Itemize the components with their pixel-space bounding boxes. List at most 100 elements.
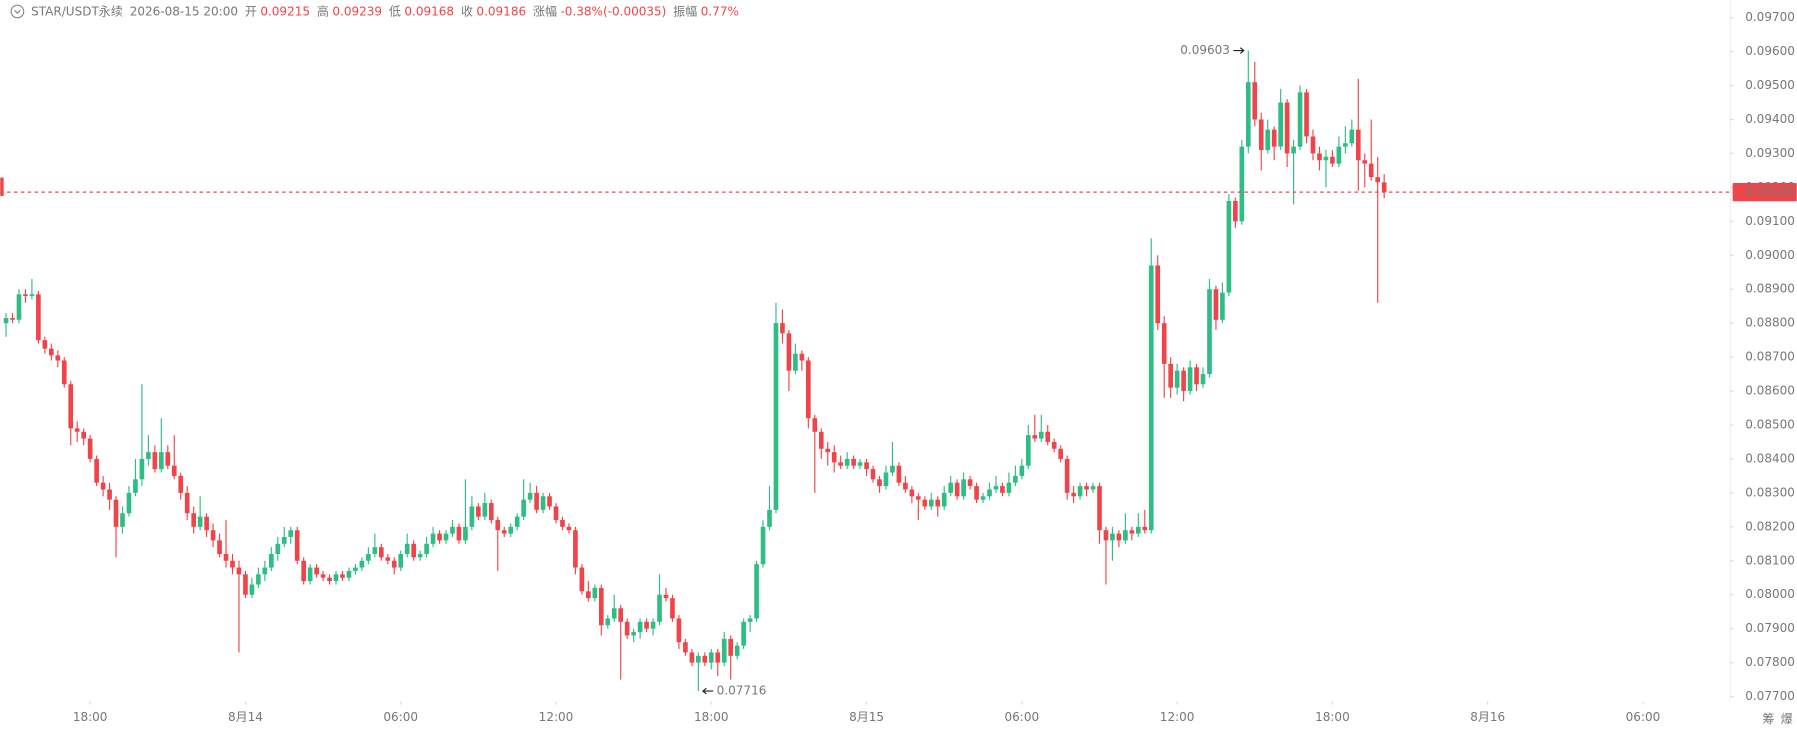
candle-body bbox=[495, 520, 501, 531]
x-tick-label: 8月15 bbox=[849, 710, 884, 724]
candle-body bbox=[1116, 533, 1122, 541]
candle-body bbox=[734, 645, 740, 656]
candle-body bbox=[314, 567, 319, 575]
field-value: -0.38%(-0.00035) bbox=[560, 4, 666, 18]
last-price-box bbox=[1732, 182, 1797, 202]
candle-body bbox=[864, 462, 869, 470]
candle-body bbox=[1051, 441, 1057, 449]
candle-body bbox=[113, 499, 119, 527]
candle-body bbox=[450, 526, 455, 534]
candle-body bbox=[301, 560, 306, 582]
candle-body bbox=[573, 530, 578, 568]
candle-body bbox=[728, 638, 734, 656]
candle-body bbox=[1077, 486, 1083, 497]
y-tick-label: 0.08000 bbox=[1745, 587, 1795, 601]
candle-body bbox=[488, 503, 494, 521]
candle-body bbox=[1336, 146, 1342, 164]
candle-body bbox=[696, 655, 701, 663]
candle-body bbox=[1349, 129, 1355, 144]
candle-body bbox=[372, 547, 378, 554]
candle-body bbox=[967, 479, 973, 487]
candle-body bbox=[81, 431, 87, 439]
candle-body bbox=[1304, 92, 1309, 137]
candle-body bbox=[1200, 374, 1206, 385]
candle-body bbox=[948, 482, 954, 493]
candle-body bbox=[417, 553, 423, 558]
candle-body bbox=[463, 526, 468, 541]
symbol-toggle[interactable] bbox=[10, 4, 25, 19]
candle-body bbox=[359, 560, 365, 568]
candle-body bbox=[883, 472, 889, 487]
candle-body bbox=[1213, 289, 1219, 320]
candle-body bbox=[10, 318, 15, 320]
candle-body bbox=[708, 652, 714, 663]
candle-body bbox=[171, 465, 177, 476]
candle-body bbox=[1245, 82, 1251, 147]
candle-body bbox=[1142, 526, 1148, 531]
candle-body bbox=[877, 479, 882, 487]
field-value: 0.09239 bbox=[332, 4, 382, 18]
candle-body bbox=[1368, 163, 1374, 178]
candle-body bbox=[508, 526, 514, 534]
candle-body bbox=[1181, 370, 1186, 392]
candle-body bbox=[741, 621, 746, 646]
y-tick-label: 0.08800 bbox=[1745, 316, 1795, 330]
candle-body bbox=[747, 618, 753, 622]
candle-body bbox=[501, 530, 507, 534]
candle-body bbox=[1220, 292, 1225, 320]
header: STAR/USDT永续 2026-08-15 20:00 开 0.09215 高 0.09… bbox=[31, 3, 739, 18]
field-value: 0.09215 bbox=[260, 4, 310, 18]
x-tick-label: 12:00 bbox=[539, 710, 574, 724]
toggle-circle bbox=[10, 4, 25, 19]
y-tick-label: 0.07700 bbox=[1745, 689, 1795, 703]
candle-body bbox=[1362, 160, 1368, 164]
candle-body bbox=[1058, 448, 1063, 459]
candle-body bbox=[689, 652, 695, 663]
field-label: 收 bbox=[461, 4, 473, 18]
candle-body bbox=[398, 553, 404, 568]
candle-body bbox=[87, 438, 93, 459]
candle-body bbox=[1194, 367, 1199, 385]
x-tick-label: 06:00 bbox=[1626, 710, 1661, 724]
y-tick-label: 0.08900 bbox=[1745, 282, 1795, 296]
candle-body bbox=[1097, 486, 1102, 531]
candle-body bbox=[340, 574, 345, 578]
price-marker bbox=[0, 177, 4, 196]
candle-body bbox=[534, 492, 539, 510]
candle-body bbox=[333, 574, 339, 582]
candle-body bbox=[443, 533, 449, 541]
candle-body bbox=[767, 509, 772, 527]
candle-body bbox=[928, 499, 934, 507]
candle-body bbox=[579, 567, 585, 592]
y-tick-label: 0.09600 bbox=[1745, 44, 1795, 58]
field-label: 涨幅 bbox=[533, 3, 557, 18]
candle-body bbox=[663, 594, 669, 599]
field-value: 0.77% bbox=[701, 4, 739, 18]
candle-body bbox=[1064, 458, 1070, 493]
candle-body bbox=[184, 492, 190, 514]
candle-body bbox=[786, 333, 792, 371]
last-price-label: 0.09186 bbox=[1745, 185, 1795, 199]
annotation-arrow bbox=[702, 687, 714, 695]
candle-body bbox=[1129, 530, 1135, 534]
candle-body bbox=[152, 452, 158, 470]
candle-body bbox=[1297, 92, 1303, 147]
candle-body bbox=[586, 591, 591, 599]
tool-button[interactable]: 筹 bbox=[1762, 712, 1774, 726]
annotation-arrow bbox=[1233, 47, 1245, 54]
y-tick-label: 0.09000 bbox=[1745, 248, 1795, 262]
candle-body bbox=[281, 537, 287, 544]
candle-body bbox=[1310, 136, 1316, 154]
candle-body bbox=[987, 489, 992, 497]
candle-body bbox=[1174, 370, 1180, 388]
candle-body bbox=[650, 621, 656, 629]
x-tick-label: 18:00 bbox=[73, 710, 108, 724]
toggle-chevron bbox=[14, 9, 21, 14]
candle-body bbox=[553, 506, 559, 521]
candle-body bbox=[909, 489, 915, 497]
tool-button[interactable]: 爆 bbox=[1781, 712, 1793, 726]
candle-body bbox=[249, 584, 255, 595]
y-tick-label: 0.08600 bbox=[1745, 384, 1795, 398]
candle-body bbox=[391, 560, 397, 568]
